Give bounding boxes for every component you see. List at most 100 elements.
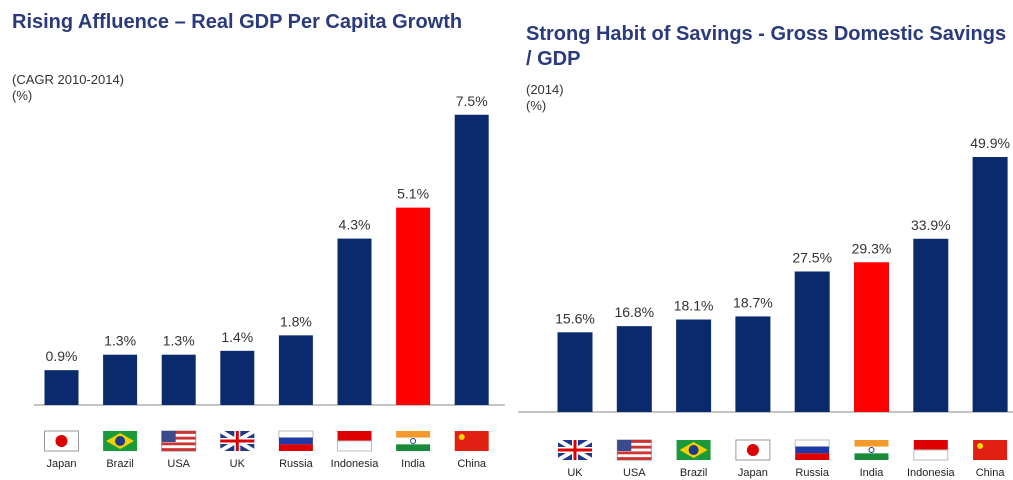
category-label: Indonesia [331,458,380,470]
flag-part [558,440,592,460]
flag-part [795,446,830,454]
chart-title: Strong Habit of Savings - Gross Domestic… [526,23,1007,70]
flag-part [854,453,889,460]
flag-icon [676,440,711,460]
value-label: 16.8% [614,304,654,320]
value-label: 0.9% [46,348,78,364]
bar [972,157,1008,412]
value-label: 29.3% [852,240,892,256]
value-label: 4.3% [339,217,371,233]
bar [220,350,255,405]
flag-part [278,437,313,445]
bar [103,354,138,405]
flag-part [617,440,652,443]
flag-part [913,440,948,450]
bar [161,354,196,405]
bar [557,332,593,412]
unit-label: (%) [12,88,33,103]
chart-subtitle: (CAGR 2010-2014) [12,72,124,87]
flag-part [454,431,489,451]
category-label: Brazil [680,467,708,479]
bar [337,238,372,405]
value-label: 15.6% [555,310,595,326]
bar [735,316,771,412]
flag-part [617,445,652,449]
flag-part [220,431,255,451]
flag-icon [794,439,830,460]
flag-icon [973,440,1008,460]
category-label: USA [623,467,646,479]
category-label: UK [567,467,583,479]
flag-part [854,440,889,447]
value-label: 7.5% [456,93,488,109]
bar [396,207,431,405]
flag-icon [103,431,138,451]
value-label: 33.9% [911,217,951,233]
value-label: 5.1% [397,186,429,202]
chart-title: Rising Affluence – Real GDP Per Capita G… [12,11,463,33]
unit-label: (%) [526,98,547,113]
category-label: UK [230,458,246,470]
category-label: Japan [47,458,77,470]
value-label: 1.8% [280,313,312,329]
flag-part [161,431,176,442]
flag-part [973,440,1008,460]
flag-icon [278,430,314,451]
flag-part [794,439,830,448]
category-label: India [401,458,426,470]
flag-icon [854,440,889,460]
value-label: 49.9% [970,135,1010,151]
value-label: 18.1% [674,298,714,314]
bar [278,335,313,405]
flag-part [337,431,372,441]
value-label: 1.4% [221,329,253,345]
flag-part [161,442,196,446]
flag-part [278,430,314,439]
flag-part [55,435,68,447]
flag-part [458,434,465,440]
category-label: Russia [795,467,830,479]
bar [454,114,489,405]
category-label: USA [167,458,190,470]
flag-icon [44,430,79,452]
flag-icon [454,431,489,451]
category-label: Japan [738,467,768,479]
value-label: 1.3% [163,333,195,349]
flag-part [396,444,431,451]
flag-part [396,431,431,438]
bar [44,370,79,405]
flag-part [617,451,652,455]
flag-part [854,446,889,454]
bar [676,319,712,412]
category-label: Indonesia [907,467,956,479]
value-label: 18.7% [733,294,773,310]
flag-icon [735,439,771,461]
flag-icon [556,438,594,462]
flag-part [868,447,875,453]
flag-part [161,431,196,434]
flag-part [617,440,632,451]
flag-icon [161,430,197,452]
flag-part [617,457,652,460]
flag-icon [616,439,652,461]
flag-part [410,438,417,444]
value-label: 1.3% [104,333,136,349]
flag-part [795,453,830,460]
category-label: China [976,467,1006,479]
flag-part [688,445,699,455]
flag-icon [913,440,949,461]
category-label: China [457,458,487,470]
flag-part [161,448,196,451]
flag-icon [219,429,256,453]
flag-icon [396,431,431,451]
bar [854,262,889,412]
flag-part [913,449,949,461]
flag-part [115,436,126,446]
category-label: Russia [279,458,314,470]
value-label: 27.5% [792,249,832,265]
flag-part [337,440,372,452]
category-label: India [860,467,885,479]
flag-part [396,437,431,445]
